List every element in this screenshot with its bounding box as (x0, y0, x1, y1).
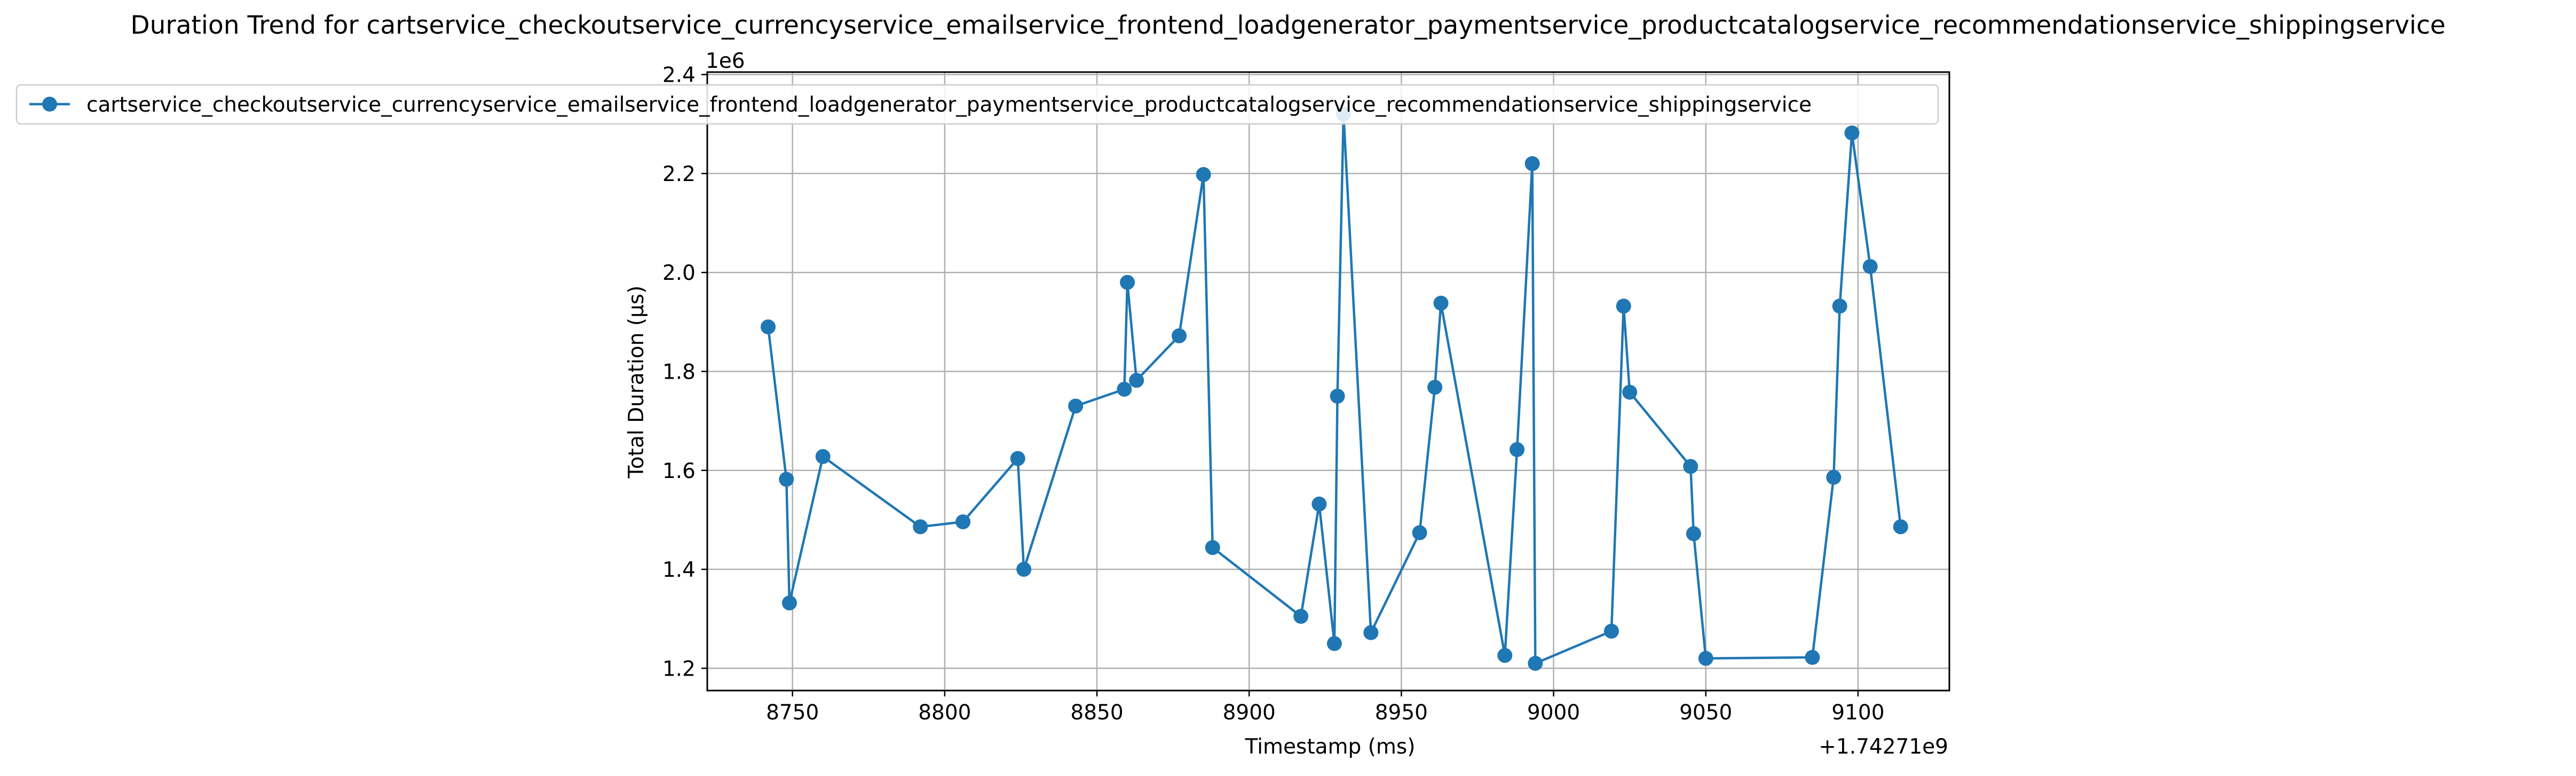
data-point (1427, 380, 1443, 395)
data-point (1330, 388, 1345, 404)
x-tick-label: 9000 (1527, 701, 1580, 725)
y-axis-scale-label: 1e6 (706, 49, 745, 73)
y-tick-label: 2.0 (662, 261, 696, 285)
data-point (1497, 648, 1513, 663)
x-tick-label: 9100 (1831, 701, 1884, 725)
x-tick-label: 9050 (1679, 701, 1732, 725)
data-point (1686, 526, 1701, 542)
data-point (1196, 167, 1211, 182)
y-tick-label: 2.4 (662, 64, 696, 88)
data-point (1698, 650, 1713, 666)
legend-marker-swatch (42, 97, 57, 112)
data-point (913, 519, 928, 535)
data-point (1826, 469, 1842, 485)
data-point (815, 449, 831, 464)
data-point (761, 319, 776, 335)
data-point (1120, 275, 1135, 290)
x-tick-label: 8750 (766, 701, 819, 725)
data-point (1293, 609, 1309, 624)
data-point (1862, 259, 1878, 275)
x-axis-ticks: 8750 8800 8850 8900 8950 9000 9050 9100 (766, 691, 1885, 725)
grid (707, 72, 1949, 691)
legend-box (15, 84, 1939, 125)
data-point (1129, 373, 1144, 388)
data-point (1622, 385, 1638, 400)
chart-title: Duration Trend for cartservice_checkouts… (130, 11, 2445, 40)
x-axis-offset-label: +1.74271e9 (1819, 735, 1948, 759)
data-point (1010, 451, 1025, 466)
data-point (1326, 636, 1342, 651)
data-point (1016, 562, 1032, 577)
data-point (1433, 295, 1449, 311)
data-point (781, 595, 797, 611)
legend-entry-label: cartservice_checkoutservice_currencyserv… (86, 93, 1812, 117)
data-point (1832, 299, 1847, 314)
series-line-layer (761, 106, 1908, 671)
y-axis-ticks: 1.2 1.4 1.6 1.8 2.0 2.2 2.4 (662, 64, 707, 681)
y-tick-label: 1.8 (662, 360, 696, 384)
data-point (955, 514, 971, 530)
y-axis-label: Total Duration (µs) (625, 286, 649, 479)
plot-area-frame (706, 71, 1950, 692)
y-tick-label: 1.6 (662, 459, 696, 483)
data-point (1172, 328, 1187, 343)
x-tick-label: 8800 (918, 701, 971, 725)
data-point (1510, 442, 1525, 457)
data-point (1117, 381, 1132, 397)
data-point (1068, 398, 1084, 414)
data-point (1363, 625, 1379, 640)
data-point (1893, 519, 1908, 535)
data-point (1205, 540, 1220, 555)
data-point (1603, 623, 1619, 639)
data-point (1844, 125, 1860, 140)
data-point (1616, 299, 1631, 314)
series-line (767, 113, 1902, 665)
data-point (1524, 156, 1540, 171)
x-tick-label: 8850 (1070, 701, 1123, 725)
y-tick-label: 2.2 (662, 162, 696, 186)
y-tick-label: 1.4 (662, 558, 696, 582)
y-tick-label: 1.2 (662, 657, 696, 681)
data-point (1412, 525, 1427, 540)
data-point (1528, 656, 1543, 671)
x-tick-label: 8900 (1223, 701, 1276, 725)
legend: cartservice_checkoutservice_currencyserv… (15, 84, 1939, 125)
data-point (1805, 649, 1820, 665)
data-point (1311, 496, 1327, 512)
x-tick-label: 8950 (1375, 701, 1428, 725)
data-point (1683, 459, 1698, 474)
x-axis-label: Timestamp (ms) (1245, 735, 1416, 759)
data-point (779, 472, 794, 487)
